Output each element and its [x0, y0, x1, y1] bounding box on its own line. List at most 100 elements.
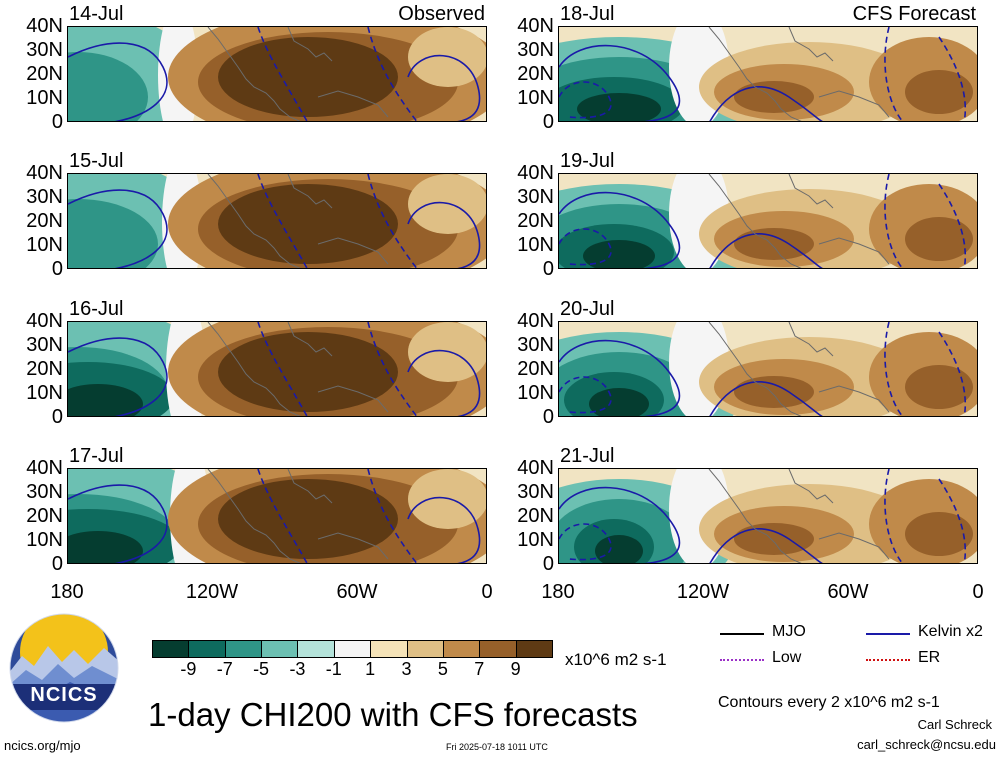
map-panel-20-Jul: [558, 321, 978, 417]
contour-line: [367, 469, 418, 563]
panel-date-label: 15-Jul: [69, 150, 124, 172]
coastline: [708, 469, 890, 563]
lat-tick-label: 0: [51, 111, 63, 133]
contour-line: [68, 42, 168, 121]
field-blob: [905, 365, 973, 409]
lat-tick-label: 20N: [26, 63, 63, 85]
lat-tick-label: 30N: [26, 39, 63, 61]
field-blob: [734, 228, 814, 260]
field-blob: [218, 184, 398, 264]
lon-tick-label: 120W: [185, 581, 239, 603]
lat-tick-label: 30N: [517, 39, 554, 61]
lat-tick-label: 20N: [517, 210, 554, 232]
contour-line: [407, 201, 481, 268]
lat-tick-label: 30N: [26, 334, 63, 356]
lat-tick-label: 40N: [26, 310, 63, 332]
contour-line: [559, 228, 612, 266]
timestamp: Fri 2025-07-18 1011 UTC: [446, 742, 548, 752]
field-blob: [905, 512, 973, 556]
colorbar-label: -5: [253, 659, 270, 679]
field-blob: [218, 37, 398, 117]
lat-tick-label: 0: [51, 553, 63, 575]
contour-line: [559, 376, 612, 414]
colorbar-swatch: [370, 640, 408, 658]
colorbar-label: 3: [401, 659, 412, 679]
lon-tick-label: 0: [972, 581, 984, 603]
colorbar-label: -3: [289, 659, 306, 679]
lat-tick-label: 0: [542, 111, 554, 133]
map-panel-18-Jul: [558, 26, 978, 122]
panel-date-label: 21-Jul: [560, 445, 615, 467]
map-panel-15-Jul: [67, 173, 487, 269]
lat-tick-label: 40N: [517, 310, 554, 332]
colorbar-label: -9: [180, 659, 197, 679]
contour-line: [257, 27, 308, 121]
panel-date-label: 20-Jul: [560, 298, 615, 320]
legend-mjo-label: MJO: [772, 623, 806, 640]
legend-er-line: [866, 659, 910, 661]
legend-mjo-line: [720, 633, 764, 635]
lon-tick-label: 0: [481, 581, 493, 603]
coastline: [207, 469, 389, 563]
panel-date-label: 16-Jul: [69, 298, 124, 320]
colorbar-units: x10^6 m2 s-1: [565, 650, 667, 669]
contour-line: [938, 183, 967, 268]
author-email: carl_schreck@ncsu.edu: [857, 737, 996, 752]
forecast-label: CFS Forecast: [852, 3, 976, 25]
lat-tick-label: 30N: [517, 481, 554, 503]
lat-tick-label: 40N: [517, 457, 554, 479]
colorbar-label: -1: [325, 659, 342, 679]
lat-tick-label: 30N: [26, 186, 63, 208]
colorbar-swatch: [479, 640, 517, 658]
contour-line: [257, 174, 308, 268]
colorbar-swatch: [297, 640, 335, 658]
legend-er-label: ER: [918, 649, 941, 666]
contour-line: [407, 349, 481, 416]
field-blob: [734, 376, 814, 408]
contour-line: [407, 496, 481, 563]
coastline: [207, 322, 389, 416]
colorbar-swatch: [152, 640, 190, 658]
lat-tick-label: 20N: [517, 505, 554, 527]
map-panel-21-Jul: [558, 468, 978, 564]
contour-line: [884, 27, 904, 121]
coastline: [708, 174, 890, 268]
colorbar-label: 9: [510, 659, 521, 679]
ncics-logo: NCICS: [8, 612, 120, 724]
lon-tick-label: 180: [50, 581, 84, 603]
legend-low-line: [720, 659, 764, 661]
coastline: [207, 174, 389, 268]
contour-line: [709, 381, 824, 416]
legend-kelvin-label: Kelvin x2: [918, 623, 983, 640]
lat-tick-label: 10N: [26, 529, 63, 551]
field-blob: [905, 217, 973, 261]
site-link[interactable]: ncics.org/mjo: [4, 738, 81, 753]
colorbar-label: 5: [437, 659, 448, 679]
field-blob: [905, 70, 973, 114]
contour-line: [938, 331, 967, 416]
lat-tick-label: 10N: [517, 234, 554, 256]
coastline: [708, 322, 890, 416]
lat-tick-label: 10N: [517, 382, 554, 404]
lat-tick-label: 20N: [517, 63, 554, 85]
contour-line: [884, 322, 904, 416]
lon-tick-label: 60W: [827, 581, 869, 603]
legend-kelvin-line: [866, 633, 910, 635]
map-panel-19-Jul: [558, 173, 978, 269]
field-blob: [595, 535, 643, 563]
map-panel-17-Jul: [67, 468, 487, 564]
contour-line: [257, 322, 308, 416]
field-blob: [218, 332, 398, 412]
lon-tick-label: 60W: [336, 581, 378, 603]
contour-line: [559, 191, 681, 268]
lat-tick-label: 10N: [26, 234, 63, 256]
colorbar-swatch: [442, 640, 481, 658]
lat-tick-label: 40N: [26, 15, 63, 37]
contour-note: Contours every 2 x10^6 m2 s-1: [718, 694, 940, 711]
lat-tick-label: 0: [542, 553, 554, 575]
contour-line: [938, 478, 967, 563]
field-blob: [734, 523, 814, 555]
contour-line: [68, 484, 168, 563]
colorbar-swatch: [261, 640, 299, 658]
logo-text: NCICS: [30, 684, 98, 706]
